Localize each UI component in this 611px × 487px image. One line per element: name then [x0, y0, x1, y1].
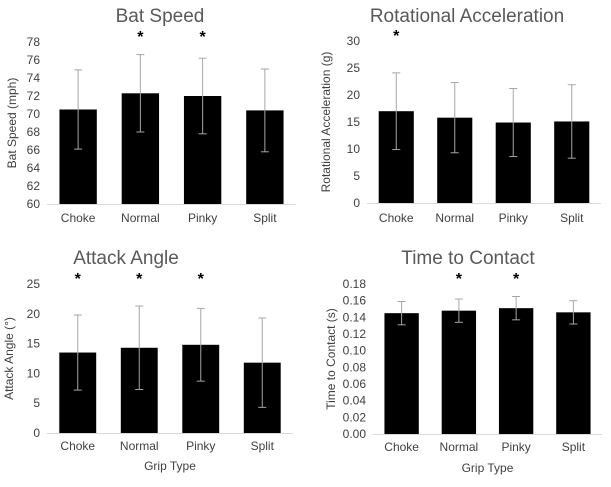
y-tick-label: 0.02 — [343, 410, 367, 424]
significance-marker: * — [75, 271, 82, 288]
y-tick-label: 64 — [27, 161, 41, 175]
chart-title: Rotational Acceleration — [370, 6, 564, 27]
chart-panel-rotational-acceleration: Rotational Acceleration 0 5 10 15 20 25 30 Rotat… — [305, 0, 611, 246]
y-axis-title: Attack Angle (°) — [2, 317, 16, 400]
y-tick-label: 0.12 — [343, 327, 367, 341]
y-axis-title: Bat Speed (mph) — [5, 78, 19, 169]
y-tick-label: 15 — [347, 115, 361, 129]
y-tick-label: 10 — [27, 366, 41, 380]
significance-marker: * — [456, 271, 463, 288]
x-tick-label: Split — [253, 211, 277, 225]
chart-title: Bat Speed — [116, 6, 205, 27]
y-tick-label: 68 — [27, 125, 41, 139]
y-tick-label: 0.08 — [343, 360, 367, 374]
x-tick-label: Choke — [379, 211, 414, 225]
time-to-contact-chart: Time to Contact 0.00 0.02 0.04 0.06 0.08 0.10 0… — [324, 248, 602, 475]
chart-panel-attack-angle: Attack Angle 0 5 10 15 20 25 Attack Angle (°) * C… — [0, 241, 305, 487]
bar — [498, 308, 534, 434]
x-axis-title: Grip Type — [462, 461, 514, 475]
bar — [384, 313, 419, 434]
y-axis-title: Rotational Acceleration (g) — [319, 52, 333, 193]
y-tick-label: 0.04 — [343, 394, 367, 408]
chart-panel-bat-speed: Bat Speed 60 62 64 66 68 70 72 74 76 78 Bat Speed (… — [0, 0, 305, 246]
y-tick-label: 5 — [353, 169, 360, 183]
significance-marker: * — [136, 271, 143, 288]
y-tick-label: 0.00 — [343, 427, 367, 441]
chart-title: Attack Angle — [73, 248, 179, 269]
significance-marker: * — [137, 29, 144, 46]
y-tick-label: 74 — [27, 71, 41, 85]
y-tick-label: 25 — [27, 277, 41, 291]
x-tick-label: Choke — [61, 211, 96, 225]
y-tick-label: 20 — [27, 307, 41, 321]
attack-angle-chart: Attack Angle 0 5 10 15 20 25 Attack Angle (°) * C… — [2, 248, 293, 473]
y-tick-label: 0 — [33, 426, 40, 440]
x-tick-label: Split — [251, 439, 275, 453]
y-tick-label: 72 — [27, 89, 41, 103]
x-tick-label: Normal — [435, 211, 474, 225]
y-tick-label: 0.16 — [343, 294, 367, 308]
y-tick-label: 20 — [347, 88, 361, 102]
y-tick-label: 60 — [27, 197, 41, 211]
bat-speed-chart: Bat Speed 60 62 64 66 68 70 72 74 76 78 Bat Speed (… — [5, 6, 296, 225]
y-tick-label: 10 — [347, 142, 361, 156]
x-tick-label: Pinky — [501, 440, 530, 454]
y-tick-label: 0.14 — [343, 310, 367, 324]
x-tick-label: Pinky — [186, 439, 215, 453]
significance-marker: * — [200, 29, 207, 46]
x-tick-label: Pinky — [188, 211, 217, 225]
y-tick-label: 5 — [33, 396, 40, 410]
x-tick-label: Split — [560, 211, 584, 225]
y-tick-label: 66 — [27, 143, 41, 157]
x-axis-title: Grip Type — [144, 459, 196, 473]
y-tick-label: 70 — [27, 107, 41, 121]
chart-panel-time-to-contact: Time to Contact 0.00 0.02 0.04 0.06 0.08 0.10 0… — [305, 241, 611, 487]
y-tick-label: 78 — [27, 35, 41, 49]
y-axis-title: Time to Contact (s) — [324, 308, 338, 410]
bar — [556, 312, 591, 434]
x-tick-label: Normal — [440, 440, 479, 454]
y-tick-label: 25 — [347, 61, 361, 75]
rotational-acceleration-chart: Rotational Acceleration 0 5 10 15 20 25 30 Rotat… — [319, 6, 601, 225]
significance-marker: * — [393, 28, 400, 45]
chart-title: Time to Contact — [401, 248, 535, 269]
y-tick-label: 0.06 — [343, 377, 367, 391]
x-tick-label: Choke — [384, 440, 419, 454]
significance-marker: * — [198, 271, 205, 288]
x-tick-label: Pinky — [499, 211, 528, 225]
significance-marker: * — [513, 271, 520, 288]
y-tick-label: 0 — [353, 196, 360, 210]
x-tick-label: Normal — [121, 211, 160, 225]
y-tick-label: 0.10 — [343, 344, 367, 358]
x-tick-label: Split — [562, 440, 586, 454]
y-tick-label: 76 — [27, 53, 41, 67]
y-tick-label: 30 — [347, 34, 361, 48]
y-tick-label: 62 — [27, 179, 41, 193]
x-tick-label: Choke — [60, 439, 95, 453]
y-tick-label: 15 — [27, 337, 41, 351]
bar — [441, 310, 477, 434]
y-tick-label: 0.18 — [343, 277, 367, 291]
x-tick-label: Normal — [120, 439, 159, 453]
